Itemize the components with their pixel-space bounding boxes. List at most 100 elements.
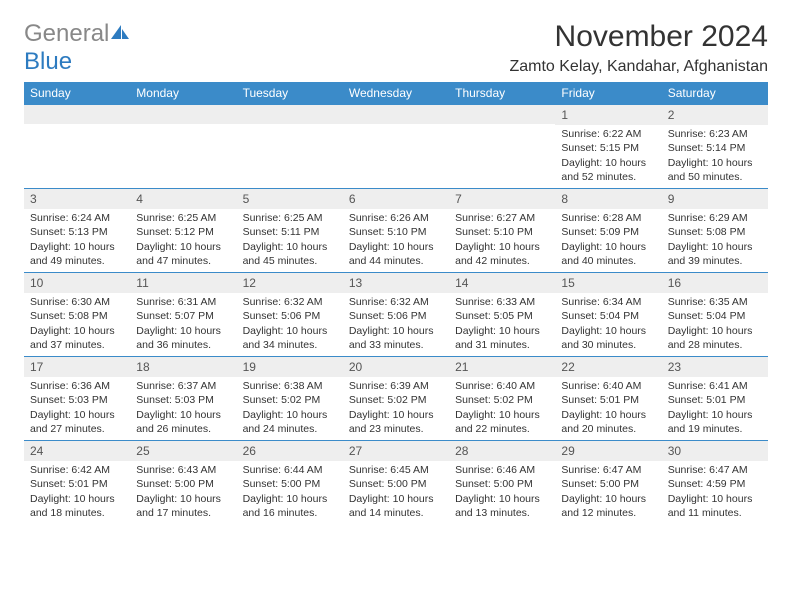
day-number: 21 (449, 357, 555, 377)
calendar-cell: 28Sunrise: 6:46 AMSunset: 5:00 PMDayligh… (449, 441, 555, 525)
sunrise-text: Sunrise: 6:27 AM (455, 211, 549, 225)
day-number: 19 (237, 357, 343, 377)
calendar-cell (449, 105, 555, 189)
calendar-cell: 29Sunrise: 6:47 AMSunset: 5:00 PMDayligh… (555, 441, 661, 525)
sunset-text: Sunset: 5:05 PM (455, 309, 549, 323)
calendar-cell: 1Sunrise: 6:22 AMSunset: 5:15 PMDaylight… (555, 105, 661, 189)
sunset-text: Sunset: 5:02 PM (243, 393, 337, 407)
day-number: 22 (555, 357, 661, 377)
day-number: 15 (555, 273, 661, 293)
day-number (449, 105, 555, 124)
daylight-text: Daylight: 10 hours and 42 minutes. (455, 240, 549, 268)
daylight-text: Daylight: 10 hours and 49 minutes. (30, 240, 124, 268)
sunrise-text: Sunrise: 6:35 AM (668, 295, 762, 309)
sunrise-text: Sunrise: 6:46 AM (455, 463, 549, 477)
sunset-text: Sunset: 5:02 PM (349, 393, 443, 407)
day-content: Sunrise: 6:33 AMSunset: 5:05 PMDaylight:… (449, 293, 555, 356)
calendar-cell: 12Sunrise: 6:32 AMSunset: 5:06 PMDayligh… (237, 273, 343, 357)
daylight-text: Daylight: 10 hours and 28 minutes. (668, 324, 762, 352)
day-content: Sunrise: 6:45 AMSunset: 5:00 PMDaylight:… (343, 461, 449, 524)
day-number: 9 (662, 189, 768, 209)
day-content: Sunrise: 6:40 AMSunset: 5:01 PMDaylight:… (555, 377, 661, 440)
sunset-text: Sunset: 5:04 PM (668, 309, 762, 323)
calendar-cell: 27Sunrise: 6:45 AMSunset: 5:00 PMDayligh… (343, 441, 449, 525)
daylight-text: Daylight: 10 hours and 40 minutes. (561, 240, 655, 268)
calendar-cell: 7 Sunrise: 6:27 AMSunset: 5:10 PMDaylight… (449, 189, 555, 273)
day-content: Sunrise: 6:43 AMSunset: 5:00 PMDaylight:… (130, 461, 236, 524)
calendar-cell: 4Sunrise: 6:25 AMSunset: 5:12 PMDaylight… (130, 189, 236, 273)
day-content: Sunrise: 6:38 AMSunset: 5:02 PMDaylight:… (237, 377, 343, 440)
day-content: Sunrise: 6:28 AMSunset: 5:09 PMDaylight:… (555, 209, 661, 272)
sunset-text: Sunset: 5:10 PM (455, 225, 549, 239)
day-number: 2 (662, 105, 768, 125)
day-content: Sunrise: 6:39 AMSunset: 5:02 PMDaylight:… (343, 377, 449, 440)
daylight-text: Daylight: 10 hours and 34 minutes. (243, 324, 337, 352)
calendar-cell: 2Sunrise: 6:23 AMSunset: 5:14 PMDaylight… (662, 105, 768, 189)
day-content: Sunrise: 6:42 AMSunset: 5:01 PMDaylight:… (24, 461, 130, 524)
day-number: 18 (130, 357, 236, 377)
sunrise-text: Sunrise: 6:32 AM (243, 295, 337, 309)
sunrise-text: Sunrise: 6:39 AM (349, 379, 443, 393)
daylight-text: Daylight: 10 hours and 45 minutes. (243, 240, 337, 268)
calendar-cell (343, 105, 449, 189)
sunset-text: Sunset: 5:00 PM (136, 477, 230, 491)
day-number: 11 (130, 273, 236, 293)
sunset-text: Sunset: 5:10 PM (349, 225, 443, 239)
sunset-text: Sunset: 5:09 PM (561, 225, 655, 239)
calendar-cell: 15Sunrise: 6:34 AMSunset: 5:04 PMDayligh… (555, 273, 661, 357)
sunrise-text: Sunrise: 6:25 AM (136, 211, 230, 225)
sunset-text: Sunset: 5:12 PM (136, 225, 230, 239)
sunset-text: Sunset: 4:59 PM (668, 477, 762, 491)
day-content: Sunrise: 6:30 AMSunset: 5:08 PMDaylight:… (24, 293, 130, 356)
page-title: November 2024 (509, 20, 768, 54)
daylight-text: Daylight: 10 hours and 26 minutes. (136, 408, 230, 436)
day-content: Sunrise: 6:22 AMSunset: 5:15 PMDaylight:… (555, 125, 661, 188)
sunrise-text: Sunrise: 6:45 AM (349, 463, 443, 477)
day-number: 8 (555, 189, 661, 209)
day-content: Sunrise: 6:40 AMSunset: 5:02 PMDaylight:… (449, 377, 555, 440)
daylight-text: Daylight: 10 hours and 44 minutes. (349, 240, 443, 268)
sunrise-text: Sunrise: 6:37 AM (136, 379, 230, 393)
daylight-text: Daylight: 10 hours and 52 minutes. (561, 156, 655, 184)
calendar-cell: 17Sunrise: 6:36 AMSunset: 5:03 PMDayligh… (24, 357, 130, 441)
location-label: Zamto Kelay, Kandahar, Afghanistan (509, 58, 768, 76)
day-content: Sunrise: 6:29 AMSunset: 5:08 PMDaylight:… (662, 209, 768, 272)
day-number: 28 (449, 441, 555, 461)
sunset-text: Sunset: 5:01 PM (668, 393, 762, 407)
day-number: 7 (449, 189, 555, 209)
day-content: Sunrise: 6:25 AMSunset: 5:11 PMDaylight:… (237, 209, 343, 272)
calendar-cell: 6Sunrise: 6:26 AMSunset: 5:10 PMDaylight… (343, 189, 449, 273)
calendar-cell (237, 105, 343, 189)
day-number: 14 (449, 273, 555, 293)
sunrise-text: Sunrise: 6:41 AM (668, 379, 762, 393)
day-number: 16 (662, 273, 768, 293)
daylight-text: Daylight: 10 hours and 13 minutes. (455, 492, 549, 520)
sunset-text: Sunset: 5:01 PM (30, 477, 124, 491)
sunrise-text: Sunrise: 6:36 AM (30, 379, 124, 393)
logo-text-blue: Blue (24, 48, 72, 75)
day-content: Sunrise: 6:44 AMSunset: 5:00 PMDaylight:… (237, 461, 343, 524)
sunset-text: Sunset: 5:11 PM (243, 225, 337, 239)
sunset-text: Sunset: 5:06 PM (349, 309, 443, 323)
day-number: 4 (130, 189, 236, 209)
day-content: Sunrise: 6:37 AMSunset: 5:03 PMDaylight:… (130, 377, 236, 440)
calendar-row: 10Sunrise: 6:30 AMSunset: 5:08 PMDayligh… (24, 273, 768, 357)
dayname-sat: Saturday (662, 82, 768, 105)
sunrise-text: Sunrise: 6:43 AM (136, 463, 230, 477)
calendar-cell: 30Sunrise: 6:47 AMSunset: 4:59 PMDayligh… (662, 441, 768, 525)
sunset-text: Sunset: 5:06 PM (243, 309, 337, 323)
day-content: Sunrise: 6:41 AMSunset: 5:01 PMDaylight:… (662, 377, 768, 440)
calendar-cell: 25Sunrise: 6:43 AMSunset: 5:00 PMDayligh… (130, 441, 236, 525)
sunrise-text: Sunrise: 6:30 AM (30, 295, 124, 309)
day-number: 6 (343, 189, 449, 209)
calendar-row: 3Sunrise: 6:24 AMSunset: 5:13 PMDaylight… (24, 189, 768, 273)
calendar-cell: 22Sunrise: 6:40 AMSunset: 5:01 PMDayligh… (555, 357, 661, 441)
day-content: Sunrise: 6:36 AMSunset: 5:03 PMDaylight:… (24, 377, 130, 440)
day-content: Sunrise: 6:23 AMSunset: 5:14 PMDaylight:… (662, 125, 768, 188)
sunset-text: Sunset: 5:02 PM (455, 393, 549, 407)
sunrise-text: Sunrise: 6:40 AM (561, 379, 655, 393)
calendar-cell: 26Sunrise: 6:44 AMSunset: 5:00 PMDayligh… (237, 441, 343, 525)
day-content: Sunrise: 6:35 AMSunset: 5:04 PMDaylight:… (662, 293, 768, 356)
day-number: 20 (343, 357, 449, 377)
calendar-cell: 8Sunrise: 6:28 AMSunset: 5:09 PMDaylight… (555, 189, 661, 273)
